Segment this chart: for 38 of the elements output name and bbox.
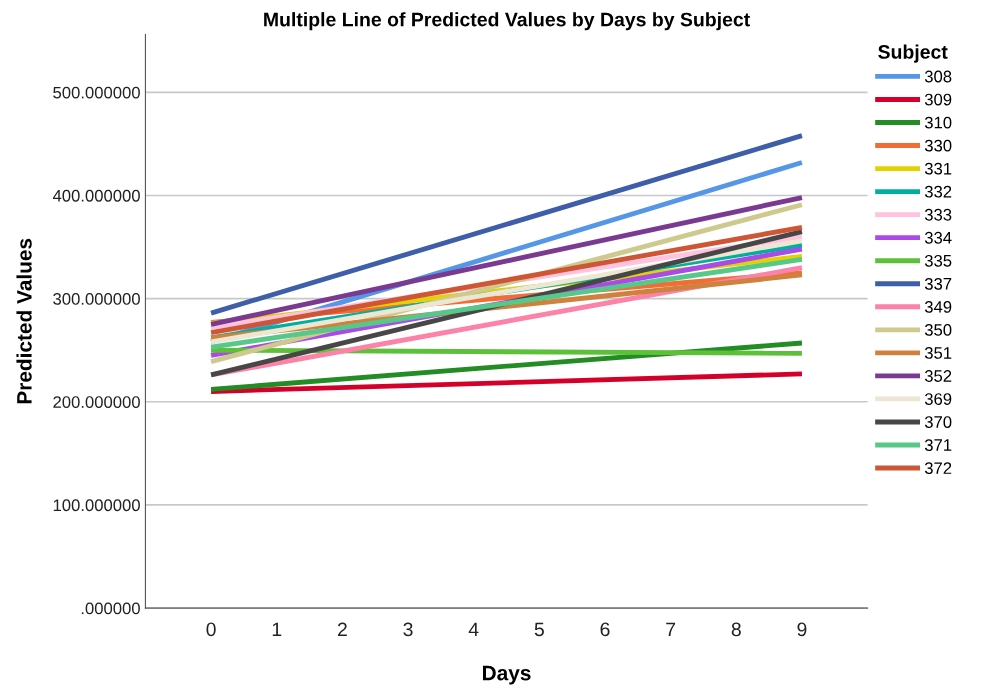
- legend-label: 331: [924, 162, 952, 175]
- x-tick-label: 2: [337, 622, 347, 637]
- x-tick-label: 0: [206, 622, 216, 637]
- x-tick-label: 9: [797, 622, 807, 637]
- y-tick-label: 100.000000: [53, 499, 140, 512]
- legend-label: 369: [924, 393, 952, 405]
- legend-label: 371: [924, 439, 952, 451]
- y-tick-label: 400.000000: [52, 189, 140, 202]
- legend-label: 372: [924, 462, 952, 475]
- legend-label: 349: [924, 300, 952, 313]
- legend-label: 337: [924, 277, 952, 290]
- x-tick-label: 3: [403, 622, 413, 637]
- x-tick-label: 8: [731, 622, 741, 637]
- x-tick-label: 4: [468, 622, 479, 637]
- legend-label: 351: [924, 347, 952, 359]
- legend-label: 333: [924, 208, 952, 221]
- y-tick-label: 200.000000: [53, 396, 140, 408]
- legend-label: 352: [924, 370, 952, 382]
- legend-title: Subject: [878, 44, 948, 63]
- y-tick-label: .000000: [81, 602, 140, 615]
- legend-label: 370: [924, 416, 952, 428]
- x-tick-label: 7: [666, 622, 676, 637]
- legend-label: 332: [924, 185, 952, 198]
- chart-title: Multiple Line of Predicted Values by Days by Subject: [264, 12, 750, 31]
- x-tick-label: 5: [534, 622, 544, 637]
- x-tick-label: 1: [272, 622, 282, 637]
- legend-label: 308: [924, 70, 952, 83]
- legend-label: 309: [924, 93, 952, 106]
- legend-label: 310: [924, 116, 952, 129]
- legend-label: 330: [924, 139, 952, 152]
- x-axis-title: Days: [483, 665, 531, 685]
- x-tick-label: 6: [600, 622, 610, 637]
- y-tick-label: 300.000000: [53, 293, 140, 305]
- y-tick-label: 500.000000: [53, 86, 140, 99]
- legend-label: 335: [924, 254, 952, 267]
- legend-label: 334: [924, 231, 952, 244]
- y-axis-title: Predicted Values: [16, 238, 32, 404]
- legend-label: 350: [924, 324, 952, 336]
